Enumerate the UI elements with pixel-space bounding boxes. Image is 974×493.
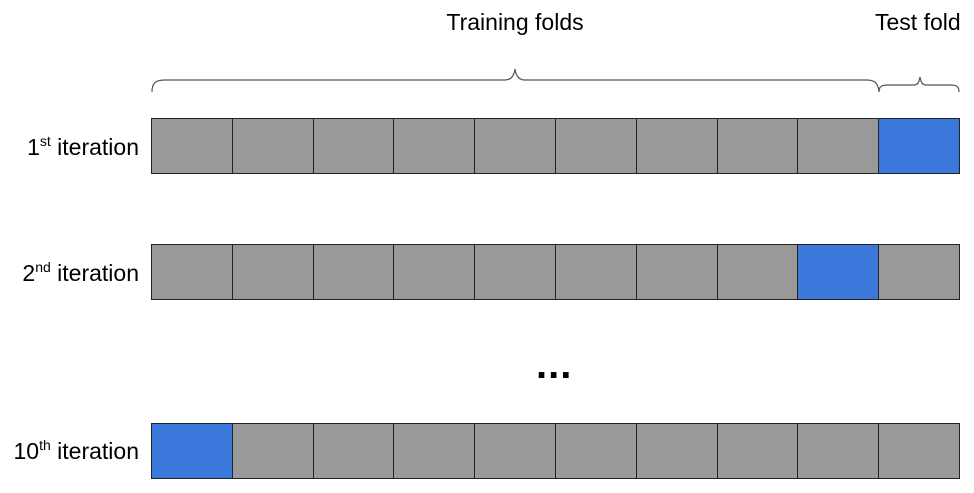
test-fold-cell <box>879 119 960 173</box>
training-fold-cell <box>555 119 637 173</box>
training-fold-cell <box>394 119 476 173</box>
iteration-number: 10 <box>13 438 40 464</box>
training-fold-cell <box>232 245 314 299</box>
training-folds-label: Training folds <box>446 9 584 35</box>
iteration-word: iteration <box>50 438 139 464</box>
iteration-ordinal-suffix: nd <box>35 259 51 275</box>
training-fold-cell <box>313 119 395 173</box>
iteration-number: 1 <box>27 134 40 160</box>
training-fold-cell <box>152 245 233 299</box>
fold-row-iteration-10 <box>151 423 960 479</box>
training-fold-cell <box>879 245 960 299</box>
test-fold-brace <box>878 76 960 93</box>
training-fold-cell <box>232 424 314 478</box>
training-folds-brace <box>151 68 880 93</box>
iteration-ordinal-suffix: st <box>39 133 51 149</box>
training-fold-cell <box>475 119 556 173</box>
training-fold-cell <box>879 424 960 478</box>
training-fold-cell <box>555 424 637 478</box>
iteration-word: iteration <box>50 134 139 160</box>
row-label-iteration-10: 10th iteration <box>13 437 140 464</box>
test-fold-cell <box>152 424 233 478</box>
test-fold-label: Test fold <box>875 9 961 35</box>
fold-row-iteration-2 <box>151 244 960 300</box>
fold-row-iteration-1 <box>151 118 960 174</box>
training-fold-cell <box>313 245 395 299</box>
training-fold-cell <box>798 119 880 173</box>
test-fold-cell <box>798 245 880 299</box>
iteration-number: 2 <box>22 260 36 286</box>
ellipsis: ... <box>536 343 573 387</box>
training-fold-cell <box>798 424 880 478</box>
row-label-iteration-2: 2nd iteration <box>22 259 139 286</box>
fold-braces <box>151 68 960 93</box>
iteration-ordinal-suffix: th <box>39 437 51 453</box>
iteration-word: iteration <box>50 260 139 286</box>
training-fold-cell <box>394 245 476 299</box>
training-fold-cell <box>717 424 799 478</box>
training-fold-cell <box>717 119 799 173</box>
training-fold-cell <box>232 119 314 173</box>
training-fold-cell <box>636 424 718 478</box>
training-fold-cell <box>475 424 556 478</box>
training-fold-cell <box>394 424 476 478</box>
training-fold-cell <box>636 119 718 173</box>
training-fold-cell <box>152 119 233 173</box>
training-fold-cell <box>555 245 637 299</box>
row-label-iteration-1: 1st iteration <box>27 133 139 160</box>
training-fold-cell <box>475 245 556 299</box>
training-fold-cell <box>636 245 718 299</box>
training-fold-cell <box>717 245 799 299</box>
training-fold-cell <box>313 424 395 478</box>
